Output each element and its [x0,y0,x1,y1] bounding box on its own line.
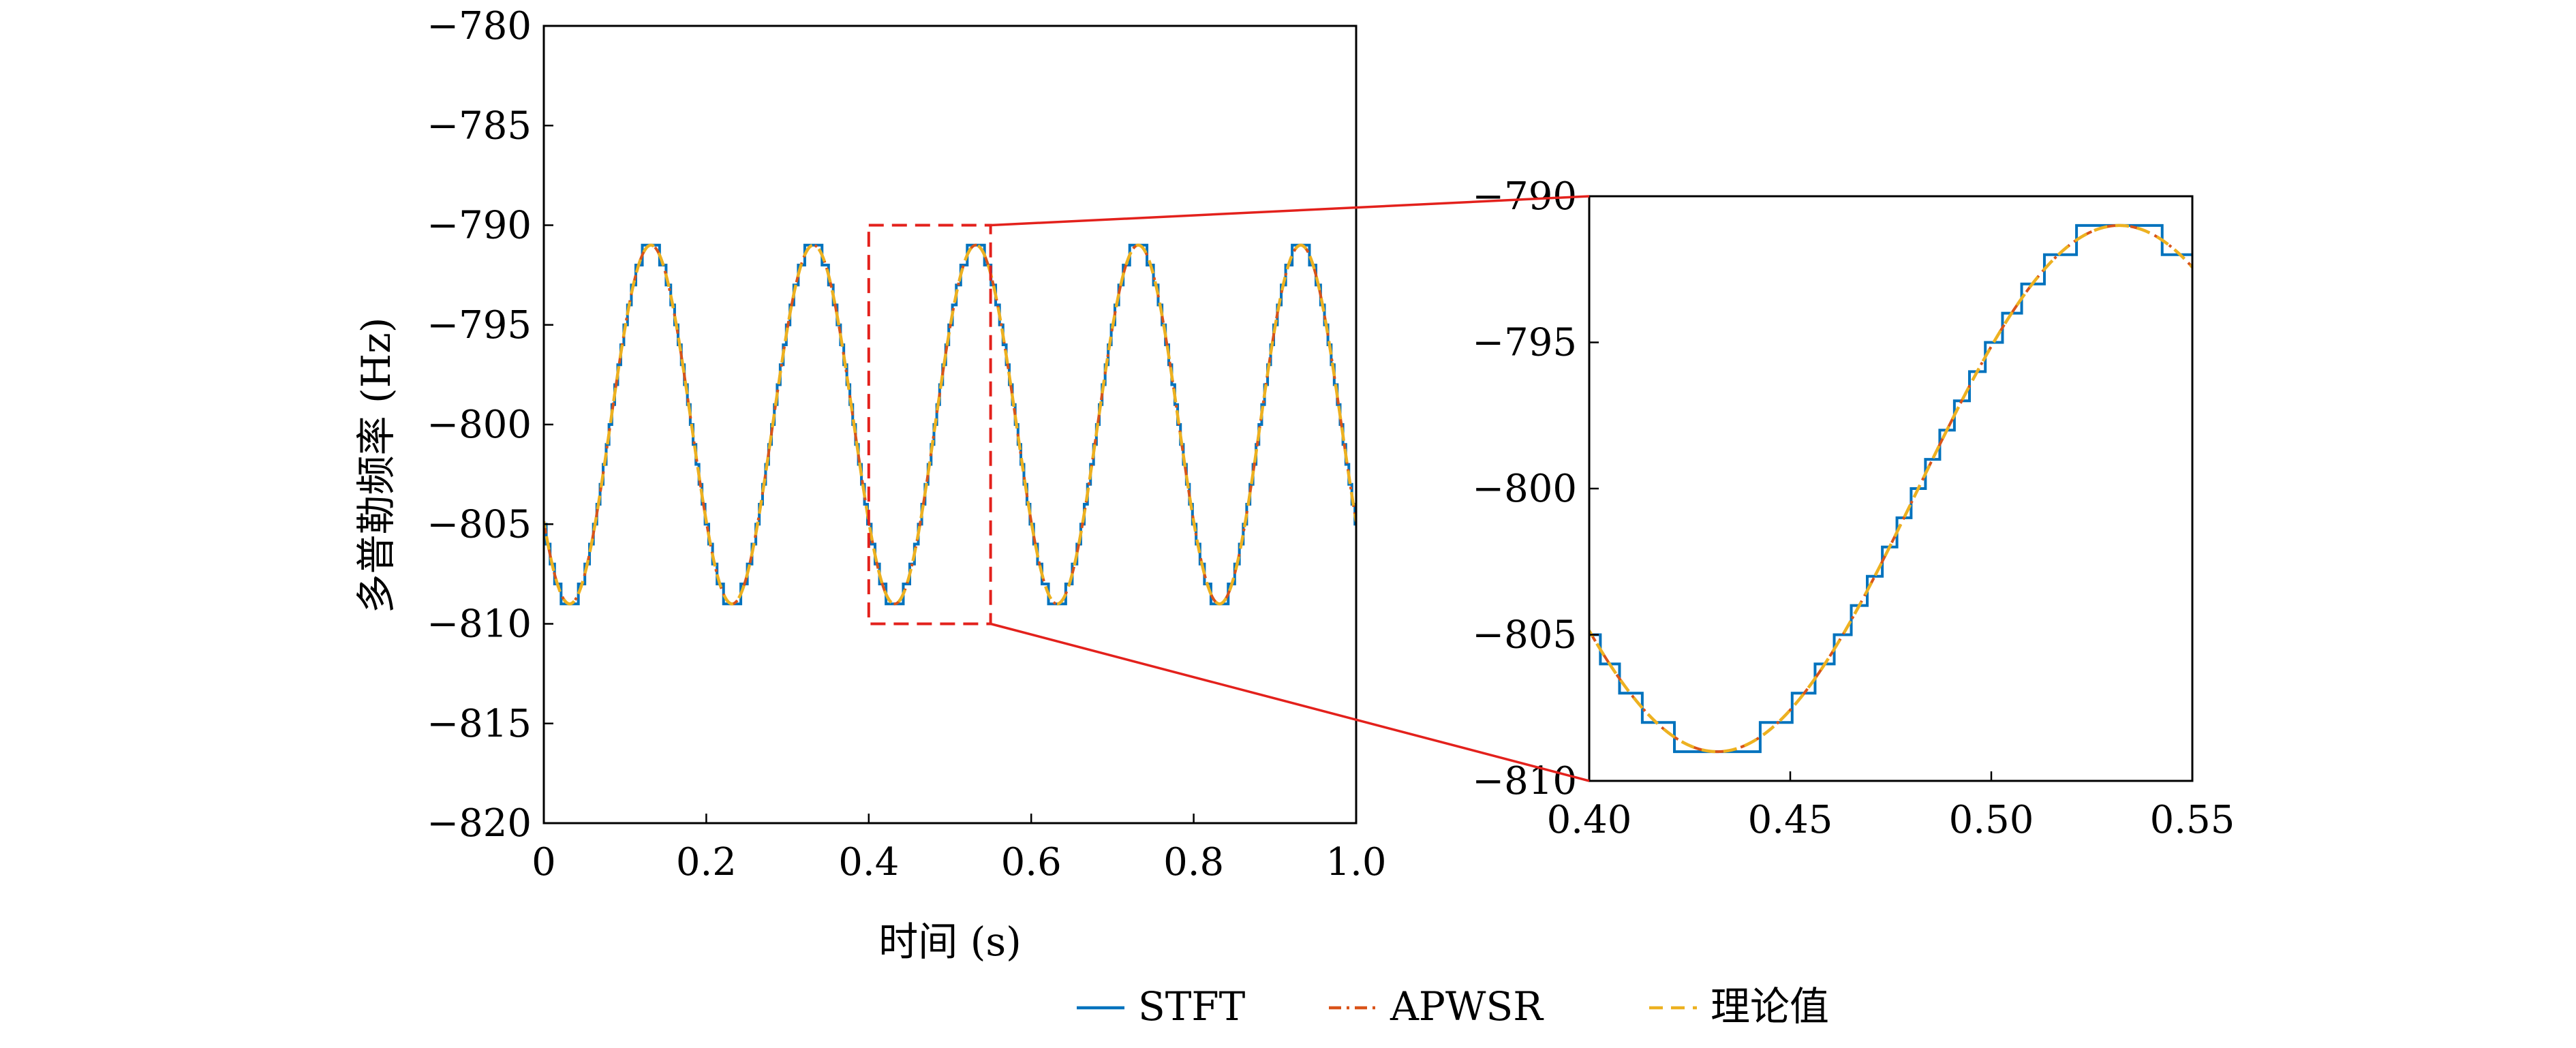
x-tick-label: 0.4 [838,840,899,884]
x-tick-label: 0.55 [2150,798,2235,842]
y-tick-label: −790 [427,204,532,248]
x-tick-label: 0.40 [1547,798,1632,842]
zoom-inset-plot: 0.40 0.45 0.50 0.55−790−795−800−805−810 [1472,174,2235,842]
connector-line-bottom [990,622,1590,782]
x-axis-label: 时间 (s) [878,919,1021,965]
connector-line-top [990,195,1590,227]
legend-label-0: STFT [1138,983,1246,1030]
main-plot: 0 0.2 0.4 0.6 0.8 1.0 −780 −785 −790 −795 −800 −805… [353,4,1387,965]
y-tick-label: −810 [427,602,532,647]
series-line-stft [1589,224,2192,754]
x-tick-label: 0 [532,840,556,884]
series-line-apwsr [1589,224,2192,754]
x-tick-label: 1.0 [1325,840,1386,884]
plot-frame [542,25,1358,824]
series-line-theoretical [1589,224,2192,754]
y-tick-label: −805 [1472,613,1577,658]
series-group [1589,224,2192,754]
y-tick-label: −785 [427,104,532,148]
zoom-region-box [867,224,992,626]
y-tick-label: −800 [427,403,532,447]
y-tick-label: −800 [1472,467,1577,511]
y-tick-label: −820 [427,801,532,846]
y-tick-label: −795 [427,303,532,348]
series-group [544,243,1356,606]
x-tick-label: 0.2 [676,840,737,884]
x-tick-label: 0.8 [1163,840,1224,884]
x-tick-label: 0.50 [1949,798,2034,842]
legend-label-1: APWSR [1390,983,1544,1030]
x-tick-label: 0.6 [1001,840,1062,884]
y-axis-label: 多普勒频率 (Hz) [353,318,399,614]
y-tick-label: −815 [427,702,532,746]
y-tick-label: −805 [427,502,532,546]
series-line-theoretical [544,243,1356,606]
series-line-apwsr [544,243,1356,606]
x-tick-label: 0.45 [1748,798,1833,842]
y-tick-label: −795 [1472,321,1577,365]
series-line-stft [544,243,1356,606]
zoom-connectors [990,195,1590,782]
plot-frame [1588,195,2194,782]
y-tick-label: −780 [427,4,532,48]
legend-label-2: 理论值 [1711,983,1829,1030]
legend: STFT APWSR 理论值 [1077,983,1829,1030]
y-tick-label: −810 [1472,759,1577,803]
